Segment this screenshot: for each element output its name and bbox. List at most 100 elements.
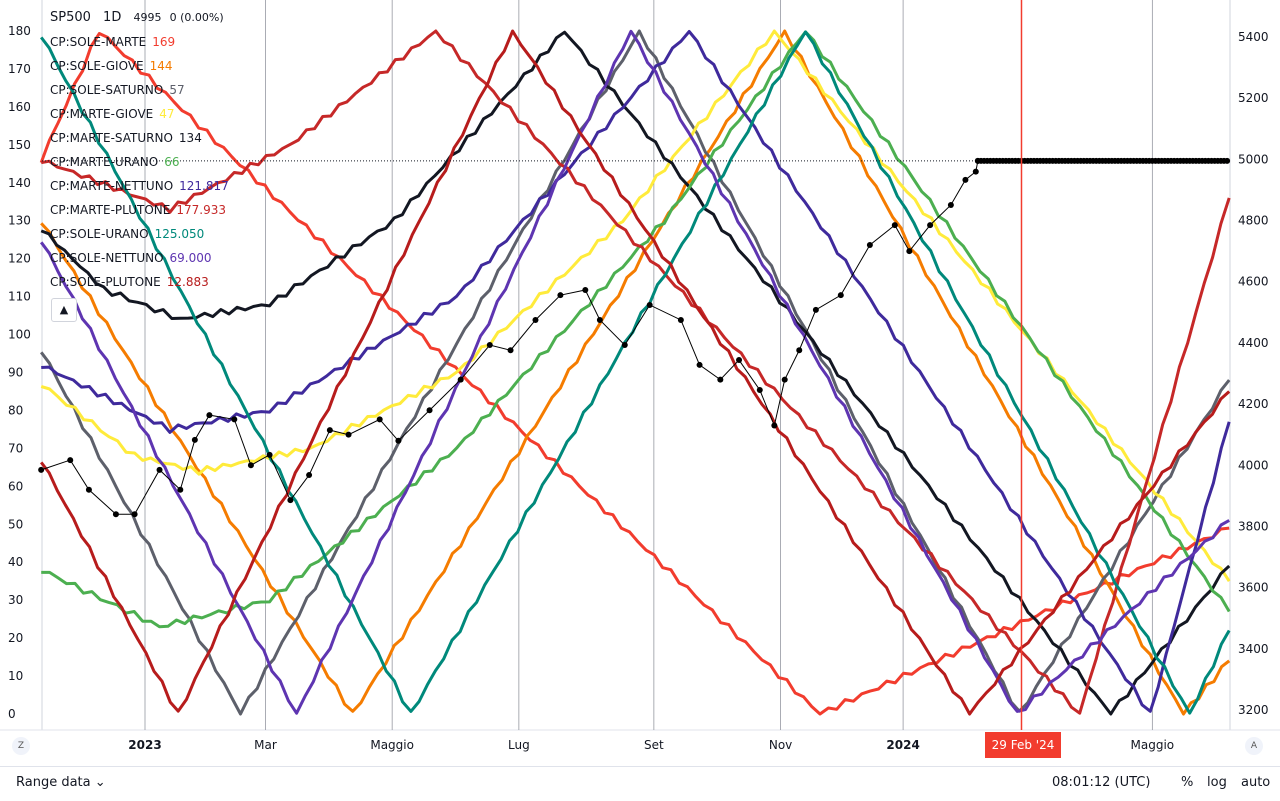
symbol[interactable]: SP500 (50, 10, 91, 25)
series-line-cp-sole-marte (39, 32, 1230, 716)
legend-item[interactable]: CP:SOLE-NETTUNO 69.000 (50, 246, 229, 270)
sp500-point (247, 462, 254, 469)
legend-item[interactable]: CP:MARTE-PLUTONE 177.933 (50, 198, 229, 222)
legend-name: CP:MARTE-NETTUNO (50, 179, 174, 193)
right-tick-label: 5200 (1238, 91, 1269, 105)
series-line-cp-sole-plutone (40, 29, 1231, 716)
legend-name: CP:MARTE-GIOVE (50, 107, 154, 121)
left-tick-label: 0 (8, 707, 16, 721)
sp500-point (326, 427, 333, 434)
sp500-point (962, 176, 969, 183)
sp500-line (40, 160, 979, 515)
chevron-up-icon: ▲ (59, 303, 69, 316)
sp500-point (376, 416, 383, 423)
left-tick-label: 70 (8, 441, 23, 455)
legend-item[interactable]: CP:SOLE-SATURNO 57 (50, 78, 229, 102)
left-tick-label: 150 (8, 138, 31, 152)
sp500-point (736, 357, 743, 364)
left-tick-label: 180 (8, 24, 31, 38)
sp500-point (866, 242, 873, 249)
sp500-point (972, 168, 979, 175)
legend-name: CP:MARTE-SATURNO (50, 131, 173, 145)
right-tick-label: 5400 (1238, 30, 1269, 44)
left-tick-label: 140 (8, 176, 31, 190)
sp500-point (266, 451, 273, 458)
log-toggle[interactable]: log (1207, 775, 1227, 790)
legend-item[interactable]: CP:SOLE-MARTE 169 (50, 30, 229, 54)
range-data-dropdown[interactable]: Range data ⌄ (16, 775, 106, 790)
legend-item[interactable]: CP:MARTE-URANO 66 (50, 150, 229, 174)
left-tick-label: 60 (8, 479, 23, 493)
sp500-point (345, 431, 352, 438)
sp500-point (131, 511, 138, 518)
change: 0 (0.00%) (169, 11, 224, 24)
right-tick-label: 3200 (1238, 703, 1269, 717)
clock[interactable]: 08:01:12 (UTC) (1052, 775, 1151, 790)
legend-item[interactable]: CP:SOLE-URANO 125.050 (50, 222, 229, 246)
auto-scale-right-button[interactable]: A (1245, 737, 1263, 755)
legend-item[interactable]: CP:SOLE-GIOVE 144 (50, 54, 229, 78)
collapse-legend-button[interactable]: ▲ (51, 298, 77, 322)
right-tick-label: 3400 (1238, 642, 1269, 656)
right-tick-label: 3600 (1238, 581, 1269, 595)
bottom-toolbar: Range data ⌄ 08:01:12 (UTC) % log auto (0, 766, 1280, 801)
legend-item[interactable]: CP:MARTE-NETTUNO 121.817 (50, 174, 229, 198)
x-tick-label: 2023 (128, 738, 162, 752)
range-label: Range data (16, 775, 91, 790)
legend-value: 134 (178, 131, 202, 145)
sp500-point (231, 416, 238, 423)
series-line-cp-marte-nettuno (41, 30, 1231, 713)
x-tick-label: Set (644, 738, 664, 752)
percent-toggle[interactable]: % (1181, 775, 1194, 790)
sp500-point (906, 248, 913, 255)
sp500-point (927, 222, 934, 229)
sp500-point (38, 466, 45, 473)
legend-item[interactable]: CP:MARTE-SATURNO 134 (50, 126, 229, 150)
left-tick-label: 160 (8, 100, 31, 114)
sp500-point (85, 486, 92, 493)
legend-value: 144 (149, 59, 173, 73)
x-tick-label: Lug (508, 738, 530, 752)
left-tick-label: 110 (8, 290, 31, 304)
legend-value: 47 (159, 107, 175, 121)
sp500-point (796, 347, 803, 354)
left-tick-label: 120 (8, 252, 31, 266)
series-line-cp-sole-nettuno (39, 29, 1230, 715)
x-tick-label: 2024 (886, 738, 920, 752)
legend-value: 57 (169, 83, 185, 97)
right-tick-label: 5000 (1238, 152, 1269, 166)
sp500-point (646, 301, 653, 308)
right-tick-label: 4800 (1238, 214, 1269, 228)
chart-canvas[interactable]: 0 10 20 30 40 50 60 70 80 90 100 110 120 130 140 150 160… (0, 0, 1280, 766)
legend-item[interactable]: CP:MARTE-GIOVE 47 (50, 102, 229, 126)
legend-name: CP:SOLE-SATURNO (50, 83, 164, 97)
sp500-point (191, 436, 198, 443)
series-line-cp-marte-plutone (40, 29, 1231, 715)
legend-name: CP:MARTE-URANO (50, 155, 159, 169)
x-tick-label: Maggio (370, 738, 414, 752)
sp500-point (287, 497, 294, 504)
sp500-point (557, 292, 564, 299)
sp500-point (891, 222, 898, 229)
x-tick-label: Mar (254, 738, 277, 752)
legend-value: 66 (164, 155, 180, 169)
sp500-projection-point (1224, 157, 1231, 164)
auto-toggle[interactable]: auto (1241, 775, 1271, 790)
legend-name: CP:SOLE-MARTE (50, 35, 147, 49)
legend-value: 12.883 (166, 275, 209, 289)
sp500-point (486, 342, 493, 349)
chevron-down-icon: ⌄ (94, 775, 106, 790)
left-tick-label: 40 (8, 555, 23, 569)
left-tick-label: 50 (8, 517, 23, 531)
legend-name: CP:MARTE-PLUTONE (50, 203, 171, 217)
auto-scale-left-button[interactable]: Z (12, 737, 30, 755)
left-tick-label: 130 (8, 214, 31, 228)
left-tick-label: 100 (8, 328, 31, 342)
right-tick-label: 4600 (1238, 275, 1269, 289)
left-tick-label: 20 (8, 631, 23, 645)
sp500-point (677, 316, 684, 323)
legend-value: 69.000 (169, 251, 212, 265)
legend-item[interactable]: CP:SOLE-PLUTONE 12.883 (50, 270, 229, 294)
interval[interactable]: 1D (103, 10, 122, 25)
x-tick-label: Maggio (1130, 738, 1175, 752)
